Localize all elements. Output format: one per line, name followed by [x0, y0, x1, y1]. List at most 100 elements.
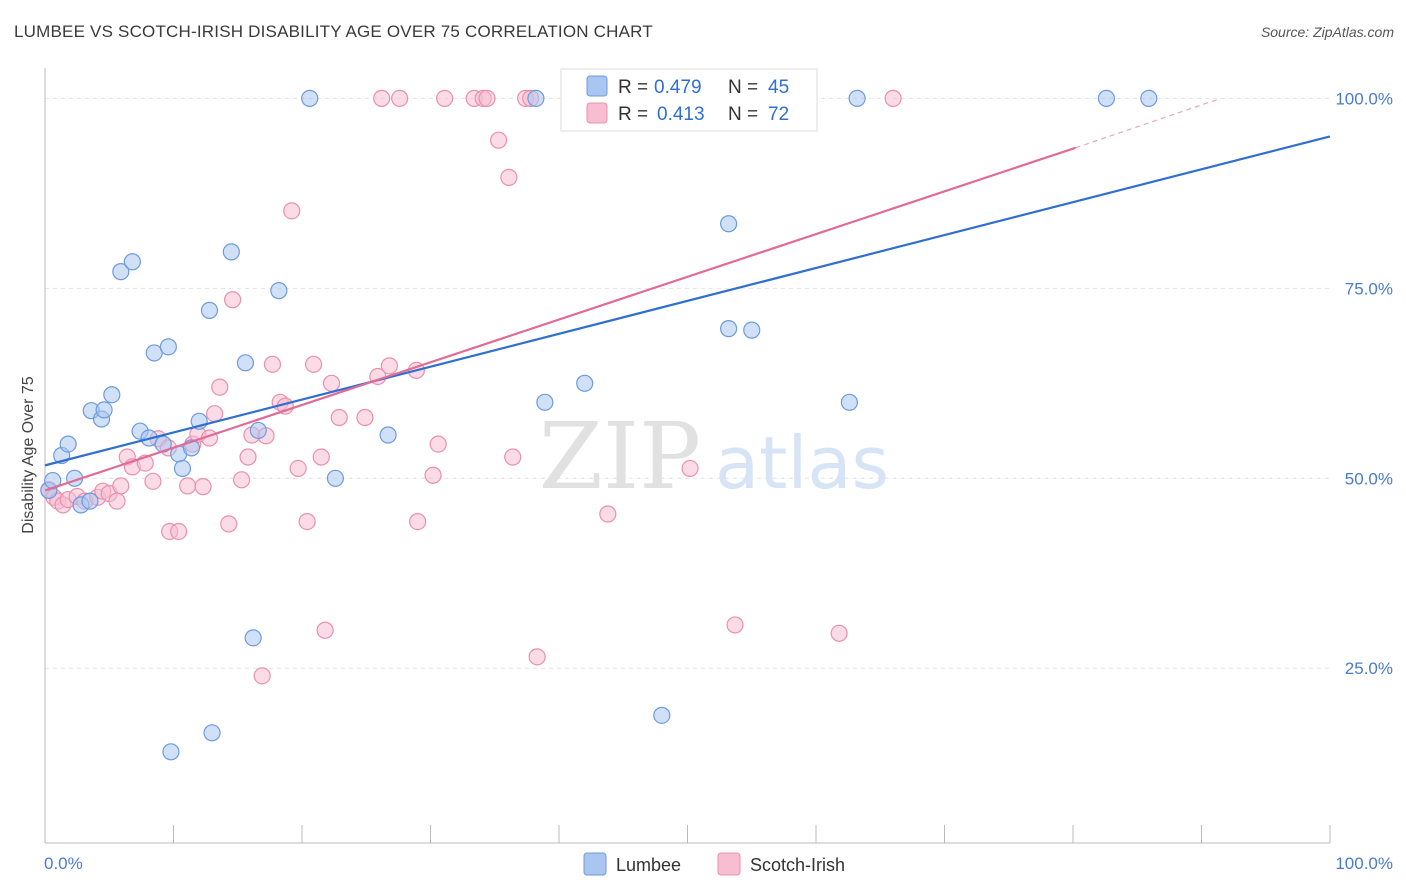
lumbee-point — [236, 354, 255, 372]
lumbee-point — [173, 459, 192, 478]
scotch-irish-point — [170, 522, 188, 541]
y-axis-label: Disability Age Over 75 — [20, 376, 37, 534]
scotch-irish-point — [478, 89, 496, 107]
lumbee-point — [720, 320, 738, 338]
scotch-irish-point — [380, 357, 398, 375]
y-tick-label: 75.0% — [1345, 279, 1393, 298]
y-tick-label: 25.0% — [1345, 659, 1393, 678]
scotch-irish-point — [726, 616, 744, 634]
scotch-irish-point — [500, 168, 518, 187]
tick-labels: 25.0% 50.0% 75.0% 100.0% 0.0% 100.0% — [44, 89, 1393, 873]
lumbee-points — [40, 89, 1158, 761]
scotch-irish-point — [108, 492, 126, 510]
grid — [45, 97, 1330, 669]
lumbee-point — [81, 492, 99, 510]
scotch-irish-point — [409, 513, 427, 531]
scotch-irish-point — [194, 478, 212, 496]
scotch-irish-point — [528, 648, 546, 666]
lumbee-point — [59, 435, 77, 453]
legend-lumbee-r-label: R = — [618, 77, 648, 98]
scotch-irish-points — [40, 89, 902, 685]
lumbee-point — [203, 724, 221, 742]
top-legend: R = 0.479 N = 45 R = 0.413 N = 72 — [560, 68, 818, 132]
legend-scotch-n-label: N = — [728, 104, 758, 125]
scotch-irish-point — [884, 89, 902, 107]
chart-title: LUMBEE VS SCOTCH-IRISH DISABILITY AGE OV… — [14, 22, 653, 41]
legend-lumbee-swatch — [586, 75, 608, 97]
legend-lumbee-n-label: N = — [728, 77, 758, 98]
lumbee-point — [244, 629, 262, 647]
scotch-irish-point — [224, 291, 242, 309]
lumbee-point — [162, 743, 180, 761]
lumbee-point — [249, 421, 267, 440]
legend-scotch-swatch — [586, 102, 608, 124]
lumbee-point — [720, 215, 738, 233]
x-tick-label: 100.0% — [1335, 854, 1393, 873]
lumbee-point — [123, 253, 141, 271]
scotch-irish-point — [144, 472, 162, 490]
y-tick-label: 50.0% — [1345, 469, 1393, 488]
lumbee-point — [112, 263, 130, 281]
lumbee-point — [527, 89, 545, 107]
scotch-irish-point — [424, 466, 442, 484]
bottom-legend-scotch-swatch — [717, 852, 741, 876]
scotch-irish-point — [330, 408, 348, 427]
scotch-irish-point — [253, 667, 271, 685]
legend-lumbee-n-value: 45 — [768, 77, 789, 98]
lumbee-point — [536, 393, 554, 411]
lumbee-point — [103, 386, 121, 404]
legend-scotch-n-value: 72 — [768, 104, 789, 125]
lumbee-point — [95, 401, 113, 419]
scotch-irish-point — [283, 202, 301, 220]
scotch-irish-point — [356, 408, 374, 427]
lumbee-point — [1140, 89, 1158, 107]
legend-scotch-r-label: R = — [618, 104, 648, 125]
scotch-irish-trend-extension — [1075, 97, 1221, 149]
scotch-irish-point — [211, 378, 229, 396]
scotch-irish-point — [220, 515, 238, 533]
scotch-irish-point — [263, 355, 282, 373]
scotch-irish-point — [504, 448, 522, 466]
bottom-legend-scotch-label: Scotch-Irish — [750, 855, 845, 875]
x-tick-label: 0.0% — [44, 854, 83, 873]
scotch-irish-point — [298, 513, 316, 531]
lumbee-point — [1097, 89, 1116, 107]
scotch-irish-point — [429, 435, 447, 453]
lumbee-point — [848, 89, 866, 107]
scotch-irish-point — [322, 374, 341, 392]
scotch-irish-point — [490, 131, 508, 149]
scotch-irish-point — [312, 448, 330, 466]
chart-source: Source: ZipAtlas.com — [1260, 24, 1394, 40]
scotch-irish-point — [391, 89, 409, 107]
scotch-irish-point — [599, 505, 617, 523]
lumbee-point — [743, 321, 761, 339]
scotch-irish-point — [233, 471, 251, 489]
scotch-irish-point — [304, 355, 323, 373]
lumbee-point — [653, 706, 671, 724]
lumbee-trend-line — [44, 135, 1331, 467]
lumbee-point — [379, 426, 397, 444]
bottom-legend-lumbee-label: Lumbee — [616, 855, 681, 875]
trend-lines — [44, 97, 1331, 492]
lumbee-point — [840, 393, 859, 411]
lumbee-point — [222, 243, 240, 261]
bottom-legend: Lumbee Scotch-Irish — [583, 852, 845, 876]
scotch-irish-point — [681, 459, 699, 478]
scotch-irish-point — [436, 89, 454, 107]
scotch-irish-point — [316, 621, 334, 639]
watermark: ZIP atlas — [539, 403, 889, 510]
watermark-atlas: atlas — [715, 421, 889, 505]
lumbee-point — [301, 89, 319, 107]
bottom-legend-lumbee-swatch — [583, 852, 607, 876]
y-tick-label: 100.0% — [1335, 89, 1393, 108]
scotch-irish-point — [830, 624, 848, 642]
lumbee-point — [326, 469, 345, 487]
scotch-irish-point — [206, 405, 224, 423]
scotch-irish-trend-line — [44, 146, 1076, 492]
scotch-irish-point — [112, 477, 130, 495]
scotch-irish-point — [239, 448, 257, 466]
legend-scotch-r-value: 0.413 — [657, 104, 705, 125]
lumbee-point — [576, 374, 594, 392]
watermark-zip: ZIP — [539, 403, 701, 510]
